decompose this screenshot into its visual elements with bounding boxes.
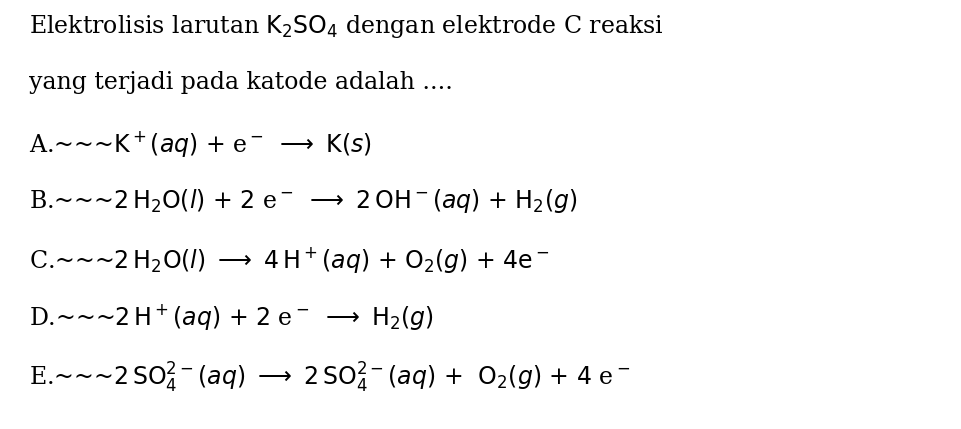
Text: A.~~~$\mathrm{K^+}$$(aq)$ + e$^-$ $\longrightarrow$ $\mathrm{K}$$(s)$: A.~~~$\mathrm{K^+}$$(aq)$ + e$^-$ $\long… (29, 129, 372, 159)
Text: Elektrolisis larutan $\mathrm{K_2SO_4}$ dengan elektrode C reaksi: Elektrolisis larutan $\mathrm{K_2SO_4}$ … (29, 13, 663, 40)
Text: B.~~~$2\,\mathrm{H_2O}$$(l)$ + $2$ e$^-$ $\longrightarrow$ $2\,\mathrm{OH^-}$$(a: B.~~~$2\,\mathrm{H_2O}$$(l)$ + $2$ e$^-$… (29, 187, 578, 214)
Text: C.~~~$2\,\mathrm{H_2O}$$(l)$ $\longrightarrow$ $4\,\mathrm{H^+}$$(aq)$ + $\mathr: C.~~~$2\,\mathrm{H_2O}$$(l)$ $\longright… (29, 245, 550, 275)
Text: D.~~~$2\,\mathrm{H^+}$$(aq)$ + $2$ e$^-$ $\longrightarrow$ $\mathrm{H_2}$$(g)$: D.~~~$2\,\mathrm{H^+}$$(aq)$ + $2$ e$^-$… (29, 302, 433, 332)
Text: E.~~~$2\,\mathrm{SO_4^{2-}}$$(aq)$ $\longrightarrow$ $2\,\mathrm{SO_4^{2-}}$$(aq: E.~~~$2\,\mathrm{SO_4^{2-}}$$(aq)$ $\lon… (29, 360, 630, 395)
Text: yang terjadi pada katode adalah ....: yang terjadi pada katode adalah .... (29, 71, 453, 94)
